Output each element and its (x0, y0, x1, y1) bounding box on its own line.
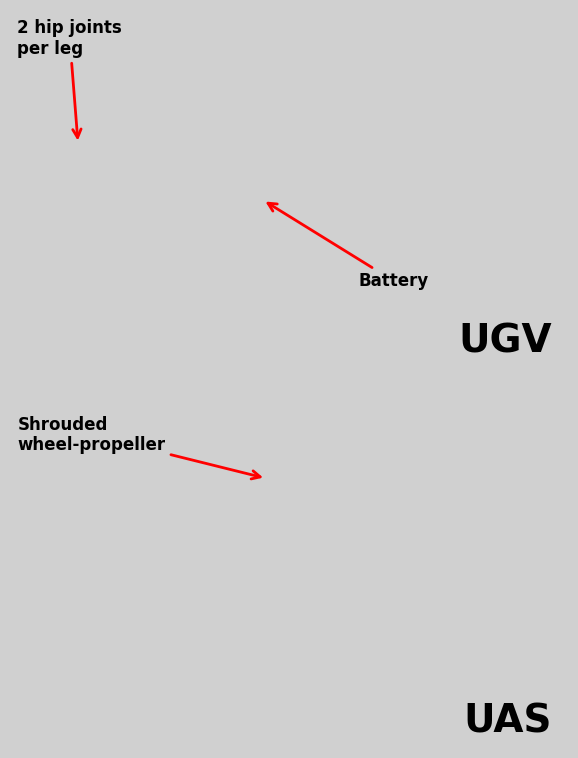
Text: UAS: UAS (464, 703, 552, 741)
Text: 2 hip joints
per leg: 2 hip joints per leg (17, 19, 122, 138)
Text: UGV: UGV (458, 322, 552, 361)
Text: Battery: Battery (268, 203, 429, 290)
Text: Shrouded
wheel-propeller: Shrouded wheel-propeller (17, 415, 260, 479)
